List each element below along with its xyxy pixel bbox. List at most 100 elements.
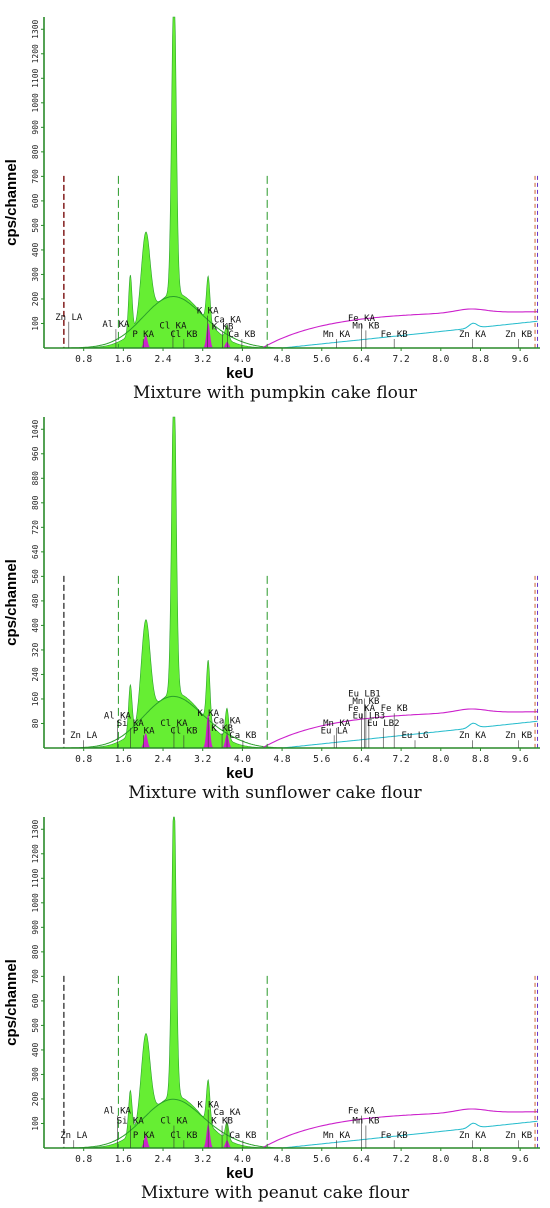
element-label: Zn KA (459, 731, 487, 741)
element-label: Mn KA (323, 330, 351, 340)
element-label: Si KA (117, 1116, 145, 1126)
chart-caption: Mixture with peanut cake flour (141, 1183, 410, 1203)
y-tick-label: 1040 (31, 419, 40, 438)
x-tick-label: 8.0 (432, 1154, 449, 1165)
element-label: Fe KB (381, 330, 408, 340)
element-label: P KA (132, 330, 154, 340)
element-label: Zn KA (459, 330, 487, 340)
y-tick-label: 600 (31, 193, 40, 208)
element-label: Fe KB (381, 704, 408, 714)
x-tick-label: 5.6 (313, 1154, 330, 1165)
x-tick-label: 9.6 (512, 354, 529, 365)
element-label: K KB (212, 323, 234, 333)
element-label: K KB (211, 1116, 233, 1126)
x-tick-label: 7.2 (393, 1154, 410, 1165)
x-tick-label: 4.0 (234, 754, 251, 765)
x-tick-label: 2.4 (154, 754, 171, 765)
x-tick-label: 4.8 (273, 754, 290, 765)
element-label: Mn KA (323, 719, 351, 729)
spectrum-area (58, 416, 283, 749)
element-label: Fe KA (348, 314, 376, 324)
y-tick-label: 400 (31, 243, 40, 258)
y-tick-label: 720 (31, 520, 40, 535)
x-tick-label: 0.8 (75, 354, 92, 365)
element-label: Si KA (117, 719, 145, 729)
y-tick-label: 1100 (31, 868, 40, 887)
x-tick-label: 6.4 (353, 754, 370, 765)
y-tick-label: 480 (31, 593, 40, 608)
y-tick-label: 1000 (31, 93, 40, 112)
element-label: K KA (197, 1101, 219, 1111)
element-label: Al KA (104, 712, 132, 722)
element-label: Mn KB (352, 697, 379, 707)
x-tick-label: 2.4 (154, 1154, 171, 1165)
y-tick-label: 200 (31, 292, 40, 307)
element-label: Al KA (102, 320, 130, 330)
magenta-fit-line (261, 308, 538, 349)
y-tick-label: 240 (31, 667, 40, 682)
x-tick-label: 0.8 (75, 1154, 92, 1165)
x-tick-label: 8.0 (432, 354, 449, 365)
y-tick-label: 500 (31, 1018, 40, 1033)
element-label: Fe KA (348, 1107, 376, 1117)
element-label: Zn KB (505, 1131, 532, 1141)
y-tick-label: 1200 (31, 844, 40, 863)
magenta-peak (139, 733, 152, 748)
magenta-fit-line (261, 1108, 538, 1149)
element-label: Ca KB (229, 1131, 256, 1141)
x-tick-label: 9.6 (512, 754, 529, 765)
x-tick-label: 6.4 (353, 354, 370, 365)
element-label: Ca KA (213, 716, 241, 726)
element-label: K KB (211, 724, 233, 734)
element-label: P KA (133, 726, 155, 736)
element-label: Cl KA (159, 321, 187, 331)
y-axis-title: cps/channel (3, 159, 20, 246)
element-label: K KA (197, 307, 219, 317)
element-label: Ca KA (213, 1108, 241, 1118)
x-tick-label: 4.8 (273, 354, 290, 365)
element-label: Ca KA (214, 315, 242, 325)
cyan-fit-line (272, 720, 538, 749)
y-tick-label: 80 (31, 718, 40, 728)
spectrum-area (58, 816, 283, 1149)
y-axis-title: cps/channel (3, 559, 20, 646)
y-tick-label: 300 (31, 267, 40, 282)
element-label: Mn KB (352, 321, 379, 331)
x-tick-label: 8.0 (432, 754, 449, 765)
x-tick-label: 3.2 (194, 754, 211, 765)
x-tick-label: 3.2 (194, 1154, 211, 1165)
element-label: Zn LA (70, 731, 98, 741)
element-label: Cl KA (160, 1116, 188, 1126)
y-tick-label: 900 (31, 120, 40, 135)
x-tick-label: 8.8 (472, 754, 489, 765)
spectrum-chart-1: 100 200 300 400 500 600 700 800 900 1000 1100 1200 1… (3, 16, 540, 403)
x-tick-label: 1.6 (115, 1154, 132, 1165)
element-label: Cl KA (160, 719, 188, 729)
y-tick-label: 200 (31, 1092, 40, 1107)
x-tick-label: 7.2 (393, 354, 410, 365)
x-tick-label: 1.6 (115, 754, 132, 765)
element-label: Cl KB (170, 1131, 197, 1141)
magenta-peak (221, 341, 233, 348)
magenta-peak (139, 1135, 152, 1148)
y-tick-label: 1000 (31, 893, 40, 912)
y-tick-label: 800 (31, 144, 40, 159)
element-label: Fe KA (348, 704, 376, 714)
y-tick-label: 160 (31, 692, 40, 707)
element-label: Mn KB (352, 1116, 379, 1126)
element-label: Zn KB (505, 731, 532, 741)
y-tick-label: 1200 (31, 44, 40, 63)
magenta-peak (202, 323, 215, 348)
y-tick-label: 320 (31, 643, 40, 658)
y-axis-title: cps/channel (3, 959, 20, 1046)
element-label: Zn LA (60, 1131, 88, 1141)
y-tick-label: 800 (31, 495, 40, 510)
element-label: Eu LA (321, 726, 349, 736)
element-label: Ca KB (229, 731, 256, 741)
x-tick-label: 4.0 (234, 354, 251, 365)
element-label: Cl KB (170, 330, 197, 340)
y-tick-label: 640 (31, 544, 40, 559)
spectrum-area (58, 16, 283, 349)
y-tick-label: 700 (31, 969, 40, 984)
x-tick-label: 2.4 (154, 354, 171, 365)
